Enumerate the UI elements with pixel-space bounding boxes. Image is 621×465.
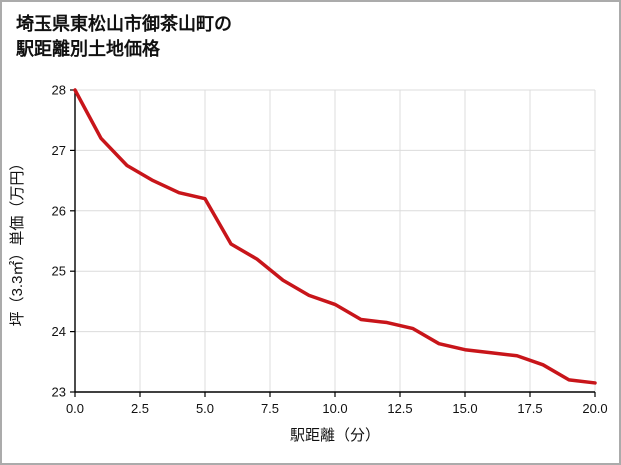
y-tick-label: 25 xyxy=(52,264,66,279)
y-tick-label: 23 xyxy=(52,385,66,400)
x-tick-label: 10.0 xyxy=(322,401,347,416)
y-tick-label: 26 xyxy=(52,203,66,218)
chart-title-line1: 埼玉県東松山市御茶山町の xyxy=(16,14,232,34)
x-tick-label: 15.0 xyxy=(452,401,477,416)
x-tick-label: 17.5 xyxy=(517,401,542,416)
x-tick-label: 0.0 xyxy=(66,401,84,416)
x-tick-label: 2.5 xyxy=(131,401,149,416)
y-axis-title: 坪（3.3㎡）単価（万円） xyxy=(9,156,26,327)
x-tick-label: 12.5 xyxy=(387,401,412,416)
y-tick-label: 27 xyxy=(52,143,66,158)
x-tick-label: 7.5 xyxy=(261,401,279,416)
price-distance-line-chart: 0.0 2.5 5.0 7.5 10.0 12.5 15.0 17.5 20.0 23 24 25 26… xyxy=(9,83,608,445)
chart-title: 埼玉県東松山市御茶山町の 駅距離別土地価格 xyxy=(2,2,619,64)
chart-title-line2: 駅距離別土地価格 xyxy=(16,38,160,59)
y-tick-label: 28 xyxy=(52,83,66,98)
price-line-series xyxy=(73,88,597,385)
x-tick-label: 20.0 xyxy=(582,401,607,416)
x-axis-title: 駅距離（分） xyxy=(290,426,380,444)
x-tick-label: 5.0 xyxy=(196,401,214,416)
y-tick-label: 24 xyxy=(52,324,66,339)
